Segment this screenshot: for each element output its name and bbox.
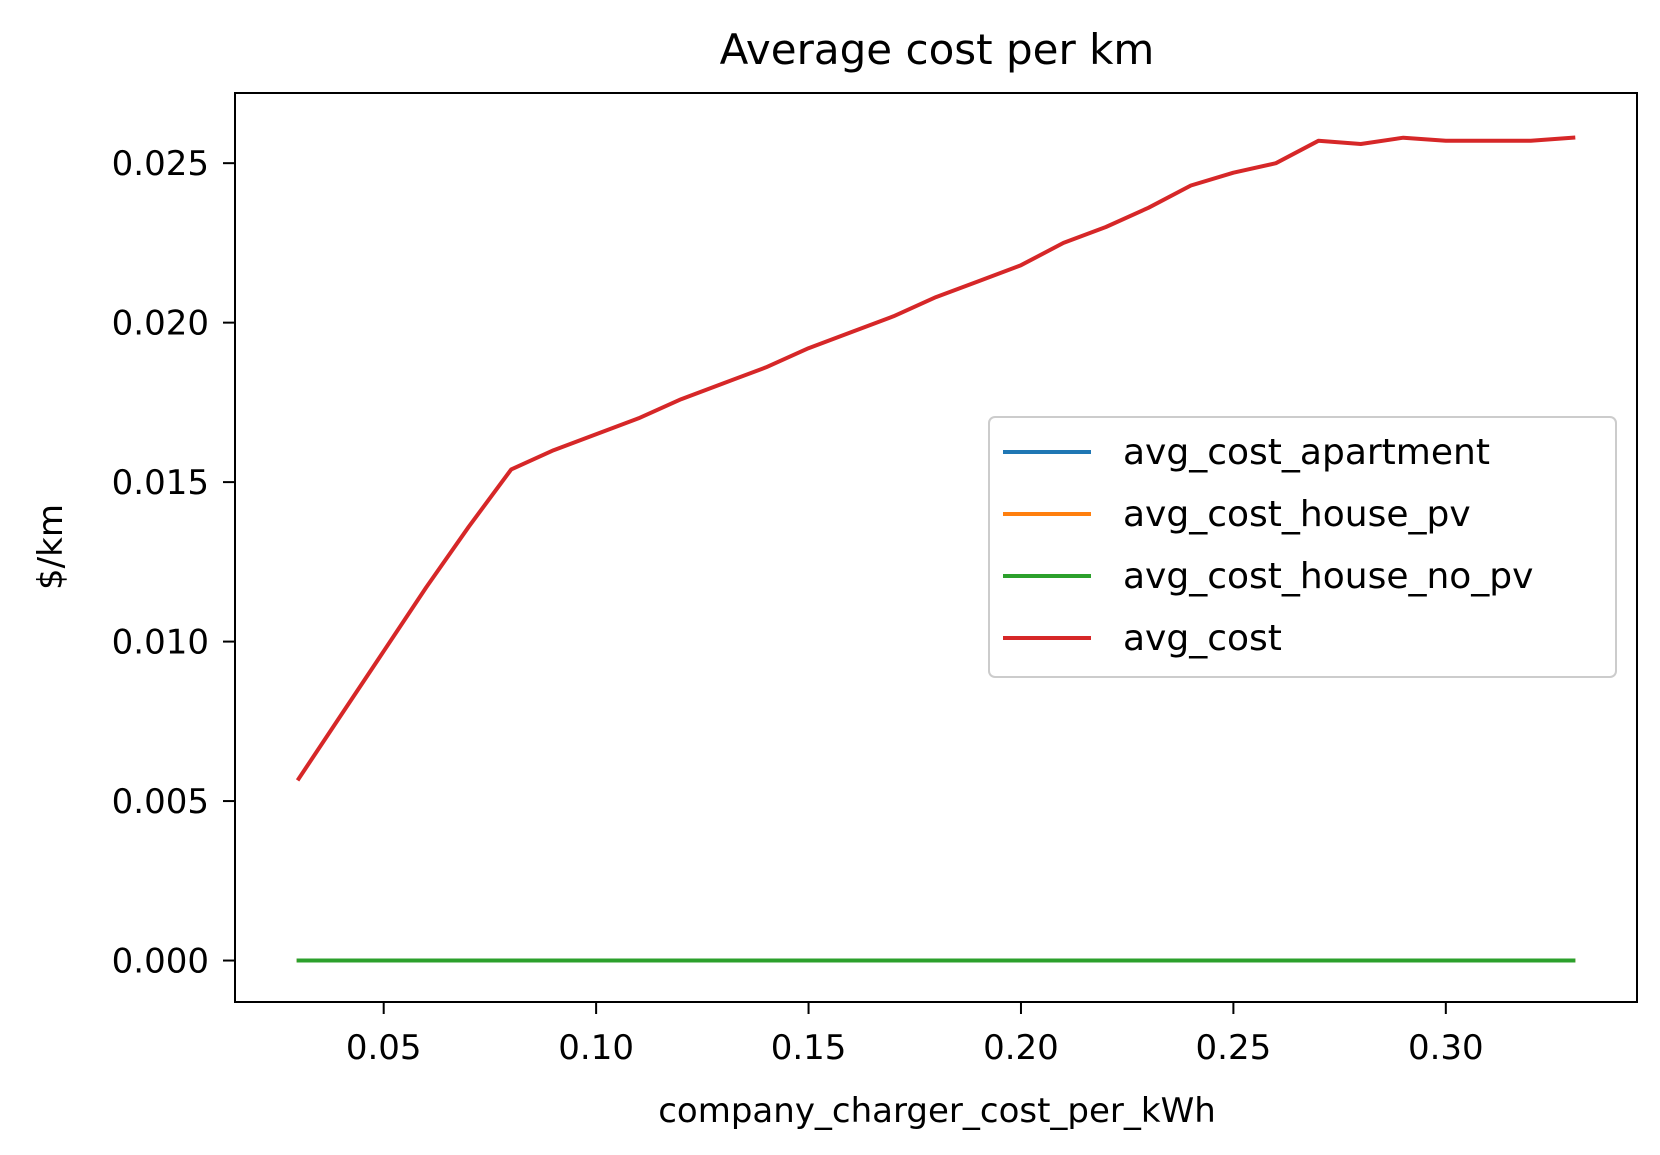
x-tick-label: 0.25 <box>1196 1028 1272 1068</box>
legend-label: avg_cost_apartment <box>1123 432 1490 473</box>
x-tick-label: 0.10 <box>558 1028 634 1068</box>
chart-title: Average cost per km <box>720 25 1155 74</box>
y-tick-label: 0.015 <box>112 463 209 503</box>
plot-frame <box>234 92 1638 1003</box>
y-tick-label: 0.000 <box>112 942 209 982</box>
y-tick-label: 0.005 <box>112 782 209 822</box>
x-axis-ticks: 0.05 0.10 0.15 0.20 0.25 0.30 <box>346 1002 1484 1068</box>
x-axis-label: company_charger_cost_per_kWh <box>658 1091 1216 1131</box>
legend-label: avg_cost_house_no_pv <box>1123 556 1533 597</box>
legend: avg_cost_apartment avg_cost_house_pv avg_c… <box>988 416 1617 678</box>
series-layer <box>295 135 1576 963</box>
legend-frame <box>988 416 1617 678</box>
y-tick-label: 0.010 <box>112 623 209 663</box>
x-tick-label: 0.05 <box>346 1028 422 1068</box>
legend-label: avg_cost_house_pv <box>1123 494 1471 535</box>
x-tick-label: 0.20 <box>983 1028 1059 1068</box>
x-tick-label: 0.15 <box>771 1028 847 1068</box>
y-tick-label: 0.020 <box>112 304 209 344</box>
y-tick-label: 0.025 <box>112 144 209 184</box>
legend-label: avg_cost <box>1123 618 1282 659</box>
y-axis-ticks: 0.000 0.005 0.010 0.015 0.020 0.025 <box>112 144 235 982</box>
y-axis-label: $/km <box>31 504 71 590</box>
x-tick-label: 0.30 <box>1408 1028 1484 1068</box>
series-line-avg-cost <box>295 135 1576 782</box>
